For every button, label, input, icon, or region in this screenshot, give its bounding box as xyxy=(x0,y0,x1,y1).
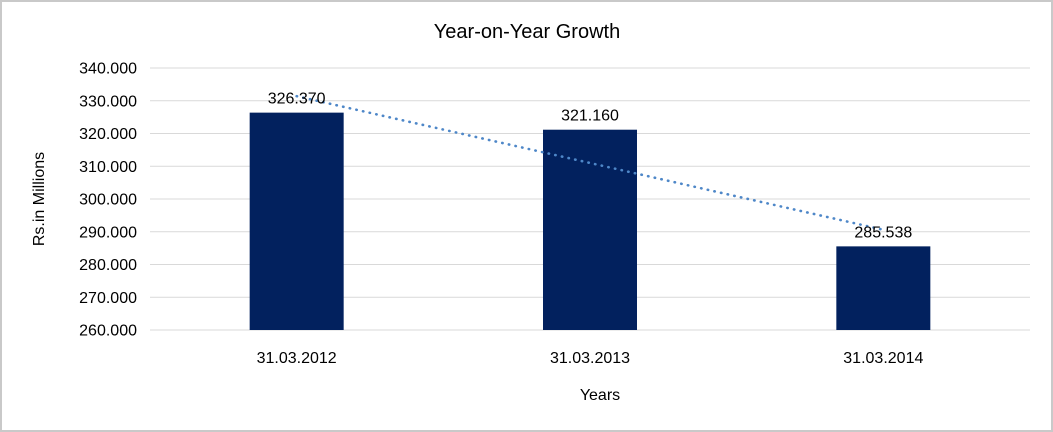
y-tick-label: 270.000 xyxy=(79,290,137,307)
trendline-group xyxy=(295,94,885,232)
x-axis-title: Years xyxy=(580,387,620,404)
bar xyxy=(543,129,637,330)
y-tick-label: 260.000 xyxy=(79,323,137,340)
y-tick-label: 290.000 xyxy=(79,224,137,241)
y-axis-tick-labels: 340.000 330.000 320.000 310.000 300.000 290.0… xyxy=(79,61,137,340)
bar-value-label: 326.370 xyxy=(268,91,326,108)
y-axis-title: Rs.in Millions xyxy=(31,152,48,246)
chart-title: Year-on-Year Growth xyxy=(434,21,620,43)
y-tick-label: 320.000 xyxy=(79,126,137,143)
x-axis-tick-labels: 31.03.2012 31.03.2013 31.03.2014 xyxy=(257,350,924,367)
bar xyxy=(249,112,344,331)
x-tick-label: 31.03.2012 xyxy=(257,350,337,367)
bar xyxy=(836,246,931,330)
x-tick-label: 31.03.2013 xyxy=(550,350,630,367)
bar-value-label: 321.160 xyxy=(561,108,619,125)
y-tick-label: 330.000 xyxy=(79,93,137,110)
bar-value-labels: 326.370 321.160 285.538 xyxy=(268,91,913,242)
y-tick-label: 280.000 xyxy=(79,257,137,274)
bar-value-label: 285.538 xyxy=(854,224,912,241)
x-tick-label: 31.03.2014 xyxy=(843,350,923,367)
y-tick-label: 300.000 xyxy=(79,192,137,209)
y-tick-label: 340.000 xyxy=(79,61,137,78)
y-tick-label: 310.000 xyxy=(79,159,137,176)
trendline xyxy=(295,94,885,232)
